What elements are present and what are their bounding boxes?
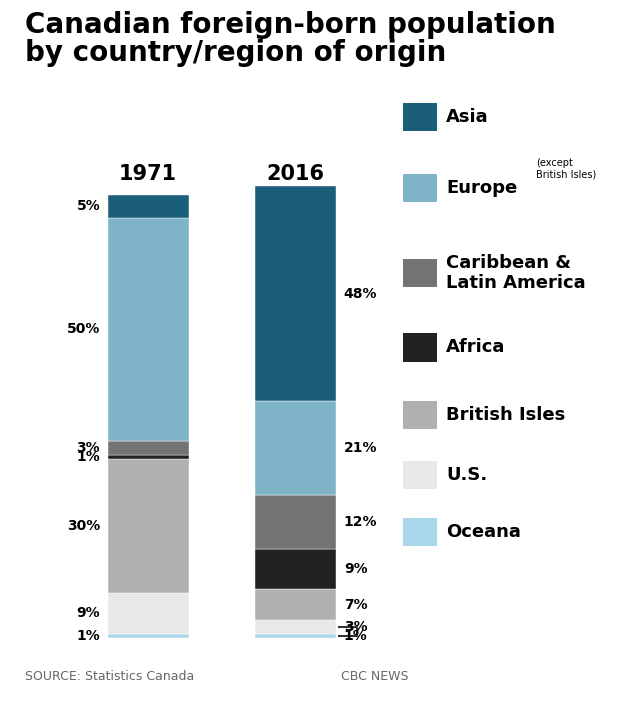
Text: SOURCE: Statistics Canada: SOURCE: Statistics Canada <box>25 670 194 683</box>
Text: 1%: 1% <box>76 629 100 643</box>
Text: 1971: 1971 <box>119 164 177 184</box>
Text: 2016: 2016 <box>267 164 325 184</box>
Bar <box>255 401 337 495</box>
Bar <box>108 459 189 593</box>
Text: Caribbean &
Latin America: Caribbean & Latin America <box>446 254 586 292</box>
Bar <box>255 186 337 401</box>
Bar <box>108 454 189 459</box>
Bar <box>108 441 189 454</box>
Bar <box>108 593 189 634</box>
Text: 30%: 30% <box>67 519 100 533</box>
Bar <box>255 549 337 589</box>
Text: CBC NEWS: CBC NEWS <box>341 670 409 683</box>
Bar <box>108 195 189 218</box>
Text: Asia: Asia <box>446 108 489 126</box>
Bar <box>255 620 337 634</box>
Text: by country/region of origin: by country/region of origin <box>25 39 446 67</box>
Bar <box>255 634 337 638</box>
Text: Oceana: Oceana <box>446 523 521 541</box>
Bar <box>108 218 189 441</box>
Bar <box>255 589 337 620</box>
Text: 3%: 3% <box>344 620 368 634</box>
Text: 1%: 1% <box>76 450 100 464</box>
Bar <box>108 634 189 638</box>
Text: 9%: 9% <box>77 606 100 620</box>
Text: 1%: 1% <box>344 629 368 643</box>
Text: 9%: 9% <box>344 562 368 576</box>
Text: Europe: Europe <box>446 179 518 197</box>
Text: 48%: 48% <box>344 286 378 301</box>
Text: 5%: 5% <box>76 199 100 213</box>
Text: Africa: Africa <box>446 338 506 357</box>
Text: 21%: 21% <box>344 441 378 455</box>
Text: 3%: 3% <box>77 441 100 455</box>
Text: U.S.: U.S. <box>446 466 488 484</box>
Text: (except
British Isles): (except British Isles) <box>536 158 596 179</box>
Text: 12%: 12% <box>344 515 378 529</box>
Text: 7%: 7% <box>344 598 368 612</box>
Text: Canadian foreign-born population: Canadian foreign-born population <box>25 11 556 38</box>
Bar <box>255 495 337 549</box>
Text: 50%: 50% <box>67 323 100 336</box>
Text: British Isles: British Isles <box>446 406 565 424</box>
